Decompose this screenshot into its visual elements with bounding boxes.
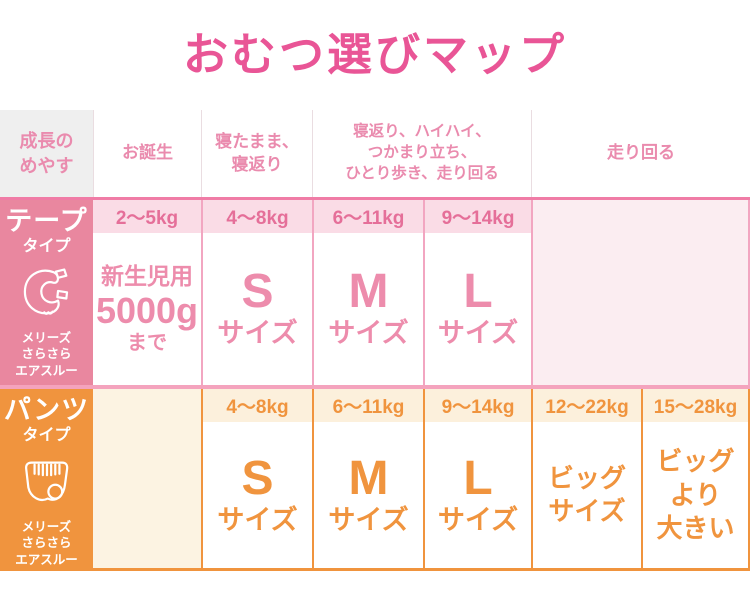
pants-size-m-word: サイズ <box>328 504 409 535</box>
header-stage-active: 寝返り、ハイハイ、 つかまり立ち、 ひとり歩き、走り回る <box>312 110 531 197</box>
bottom-border-bar <box>0 566 750 571</box>
pants-cell-size-m: 6〜11kg M サイズ <box>312 389 423 569</box>
tape-cell-size-l: 9〜14kg L サイズ <box>423 200 531 385</box>
pants-type-name: パンツ <box>3 395 90 425</box>
tape-size-m-word: サイズ <box>328 318 409 349</box>
tape-weight-6-11kg: 6〜11kg <box>314 200 423 233</box>
pants-size-s-letter: S <box>241 451 274 505</box>
pants-type-suffix: タイプ <box>22 426 71 444</box>
header-stage-birth: お誕生 <box>93 110 201 197</box>
pants-cell-size-bigger: 15〜28kg ビッグ より 大きい <box>641 389 750 569</box>
header-stage-lying: 寝たまま、 寝返り <box>201 110 312 197</box>
pants-diaper-icon <box>18 445 76 515</box>
tape-cell-size-s: 4〜8kg S サイズ <box>201 200 312 385</box>
newborn-label: 新生児用 <box>101 263 193 290</box>
tape-size-s-letter: S <box>241 265 274 319</box>
tape-cell-size-m: 6〜11kg M サイズ <box>312 200 423 385</box>
pants-empty-cell <box>93 389 201 569</box>
tape-weight-9-14kg: 9〜14kg <box>425 200 531 233</box>
tape-type-suffix: タイプ <box>22 237 71 255</box>
newborn-weight-limit: 5000g <box>95 289 199 331</box>
tape-size-l-letter: L <box>463 265 493 319</box>
pants-size-s-word: サイズ <box>217 504 298 535</box>
pants-weight-12-22kg: 12〜22kg <box>533 389 641 422</box>
tape-size-l-word: サイズ <box>437 318 519 349</box>
pants-size-m-letter: M <box>348 451 389 505</box>
newborn-suffix: まで <box>127 331 167 354</box>
pants-cell-size-l: 9〜14kg L サイズ <box>423 389 531 569</box>
pants-weight-9-14kg: 9〜14kg <box>425 389 531 422</box>
tape-type-label: テープ タイプ メリーズ さらさら エアスルー <box>0 200 93 385</box>
tape-type-row: テープ タイプ メリーズ さらさら エアスルー 2〜5kg 新生児用 5000g… <box>0 200 750 385</box>
tape-weight-4-8kg: 4〜8kg <box>203 200 312 233</box>
pants-cell-size-s: 4〜8kg S サイズ <box>201 389 312 569</box>
pants-size-big-text: ビッグ サイズ <box>547 462 626 527</box>
page-title: おむつ選びマップ <box>182 29 567 80</box>
tape-cell-newborn: 2〜5kg 新生児用 5000g まで <box>93 200 201 385</box>
header-growth-label: 成長の めやす <box>0 110 93 197</box>
pants-size-l-word: サイズ <box>437 504 519 535</box>
row-divider <box>0 385 750 389</box>
tape-weight-2-5kg: 2〜5kg <box>93 200 201 233</box>
pants-weight-15-28kg: 15〜28kg <box>643 389 748 422</box>
pants-cell-size-big: 12〜22kg ビッグ サイズ <box>531 389 641 569</box>
pants-type-row: パンツ タイプ メリーズ さらさら エアスルー 4〜8kg S サイズ 6〜11… <box>0 389 750 569</box>
pants-brand-name: メリーズ さらさら エアスルー <box>15 519 78 567</box>
tape-type-name: テープ <box>5 206 88 236</box>
tape-size-s-word: サイズ <box>217 318 298 349</box>
pants-size-bigger-text: ビッグ より 大きい <box>656 446 735 543</box>
tape-diaper-icon <box>18 256 76 326</box>
tape-brand-name: メリーズ さらさら エアスルー <box>15 330 78 378</box>
table-header-row: 成長の めやす お誕生 寝たまま、 寝返り 寝返り、ハイハイ、 つかまり立ち、 … <box>0 110 750 200</box>
tape-empty-cell <box>531 200 750 385</box>
tape-size-m-letter: M <box>348 265 389 319</box>
header-stage-running: 走り回る <box>531 110 750 197</box>
pants-weight-6-11kg: 6〜11kg <box>314 389 423 422</box>
pants-size-l-letter: L <box>463 451 493 505</box>
pants-type-label: パンツ タイプ メリーズ さらさら エアスルー <box>0 389 93 569</box>
pants-weight-4-8kg: 4〜8kg <box>203 389 312 422</box>
